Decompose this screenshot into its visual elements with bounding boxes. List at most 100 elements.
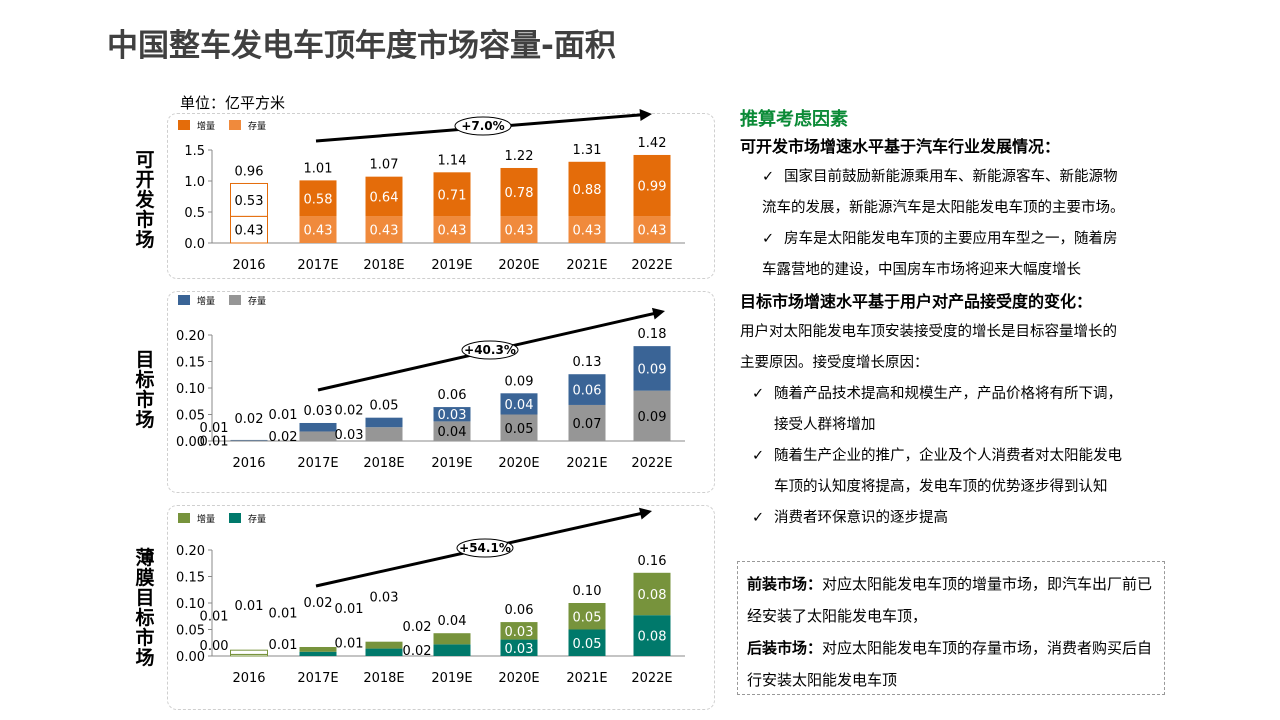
bar-total-label: 1.22 [505, 149, 534, 164]
bar-segment [633, 390, 671, 441]
bar-value-label: 0.71 [438, 188, 467, 203]
y-tick-label: 0.20 [176, 544, 205, 559]
bullet-line: 车露营地的建设，中国房车市场将迎来大幅度增长 [762, 262, 1081, 278]
y-tick-label: 0.10 [176, 382, 205, 397]
x-tick-label: 2022E [631, 258, 672, 273]
legend-label-stock: 存量 [248, 513, 266, 525]
growth-rate-label: +40.3% [464, 343, 516, 357]
bar-value-label: 0.03 [505, 625, 534, 640]
chart-box-thinfilm [167, 505, 715, 710]
bar-value-label: 0.05 [573, 637, 602, 652]
bar-value-label: 0.04 [505, 398, 534, 413]
x-tick-label: 2016 [232, 456, 265, 471]
bar-total-label: 0.03 [370, 591, 399, 606]
section-title: 可开发市场增速水平基于汽车行业发展情况： [740, 137, 1061, 156]
x-tick-label: 2016 [232, 671, 265, 686]
legend-swatch-stock [229, 120, 241, 130]
chart-label-target: 目标市场 [135, 349, 155, 431]
bar-value-label: 0.01 [269, 408, 298, 423]
rear-text: 对应太阳能发电车顶的存量市场，消费者购买后自行安装太阳能发电车顶 [747, 639, 1153, 689]
bar-value-label: 0.03 [505, 642, 534, 657]
x-tick-label: 2021E [566, 456, 607, 471]
bar-segment [230, 215, 268, 244]
legend-label-increment: 增量 [197, 513, 215, 525]
bar-segment [500, 167, 538, 217]
bar-segment [299, 646, 337, 652]
bar-segment [633, 154, 671, 217]
arrow-head-icon [651, 307, 665, 320]
y-tick-label: 0.00 [176, 435, 205, 450]
bullet-line: 房车是太阳能发电车顶的主要应用车型之一，随着房 [784, 231, 1118, 247]
bar-value-label: 0.02 [269, 430, 298, 445]
bar-value-label: 0.99 [638, 180, 667, 195]
bar-segment [365, 216, 403, 243]
check-icon: ✓ [752, 386, 765, 402]
bar-segment [633, 346, 671, 391]
y-tick-label: 0.05 [176, 409, 205, 424]
bar-value-label: 0.08 [638, 630, 667, 645]
bar-segment [433, 644, 471, 656]
bar-value-label: 0.03 [438, 408, 467, 423]
legend-label-increment: 增量 [197, 295, 215, 307]
bar-segment [365, 417, 403, 428]
bar-total-label: 0.16 [638, 554, 667, 569]
factors-heading: 推算考虑因素 [740, 109, 848, 130]
bar-value-label: 0.43 [573, 224, 602, 239]
x-tick-label: 2019E [431, 258, 472, 273]
bar-total-label: 1.42 [638, 136, 667, 151]
bar-value-label: 0.43 [638, 224, 667, 239]
bar-segment [299, 431, 337, 441]
bar-segment [568, 629, 606, 656]
x-tick-label: 2017E [297, 671, 338, 686]
bar-segment [568, 404, 606, 441]
x-tick-label: 2020E [498, 258, 539, 273]
rear-label: 后装市场： [747, 639, 823, 657]
bullet-line: 接受人群将增加 [774, 417, 876, 433]
legend-swatch-stock [229, 513, 241, 523]
bar-segment [433, 407, 471, 422]
bar-value-label: 0.01 [335, 636, 364, 651]
x-tick-label: 2022E [631, 671, 672, 686]
bar-value-label: 0.43 [438, 224, 467, 239]
arrow-head-icon [638, 507, 652, 520]
unit-label: 单位：亿平方米 [180, 94, 286, 112]
bar-total-label: 1.31 [573, 143, 602, 158]
x-tick-label: 2021E [566, 258, 607, 273]
growth-badge [456, 538, 514, 558]
bar-total-label: 0.13 [573, 355, 602, 370]
market-definition-note: 前装市场：对应太阳能发电车顶的增量市场，即汽车出厂前已经安装了太阳能发电车顶， … [737, 561, 1165, 695]
x-tick-label: 2018E [363, 456, 404, 471]
bar-total-label: 0.02 [304, 596, 333, 611]
chart-label-thinfilm: 薄膜目标市场 [135, 547, 155, 669]
bar-value-label: 0.01 [200, 421, 229, 436]
y-tick-label: 0.15 [176, 571, 205, 586]
bar-value-label: 0.07 [573, 417, 602, 432]
y-tick-label: 1.5 [184, 144, 205, 159]
y-tick-label: 0.10 [176, 597, 205, 612]
bar-value-label: 0.88 [573, 183, 602, 198]
bar-segment [365, 427, 403, 441]
legend-label-stock: 存量 [248, 120, 266, 132]
bullet-line: 随着产品技术提高和规模生产，产品价格将有所下调， [774, 386, 1122, 402]
bar-value-label: 0.08 [638, 588, 667, 603]
bar-value-label: 0.01 [335, 602, 364, 617]
chart-box-developable [167, 113, 715, 279]
bar-segment [500, 414, 538, 441]
bar-value-label: 0.05 [505, 422, 534, 437]
growth-rate-label: +54.1% [459, 541, 511, 555]
bar-value-label: 0.00 [200, 639, 229, 654]
bar-total-label: 0.04 [438, 614, 467, 629]
bullet-line: 车顶的认知度将提高，发电车顶的优势逐步得到认知 [774, 479, 1108, 495]
bar-segment [433, 216, 471, 243]
chart-box-target [167, 291, 715, 493]
bar-value-label: 0.58 [304, 192, 333, 207]
intro-line: 用户对太阳能发电车顶安装接受度的增长是目标容量增长的 [740, 324, 1117, 340]
legend-label-stock: 存量 [248, 295, 266, 307]
bar-segment [230, 649, 268, 655]
bar-segment [299, 216, 337, 243]
bar-total-label: 1.14 [438, 153, 467, 168]
bar-value-label: 0.43 [370, 224, 399, 239]
bar-segment [230, 440, 268, 441]
bar-total-label: 0.96 [235, 164, 264, 179]
